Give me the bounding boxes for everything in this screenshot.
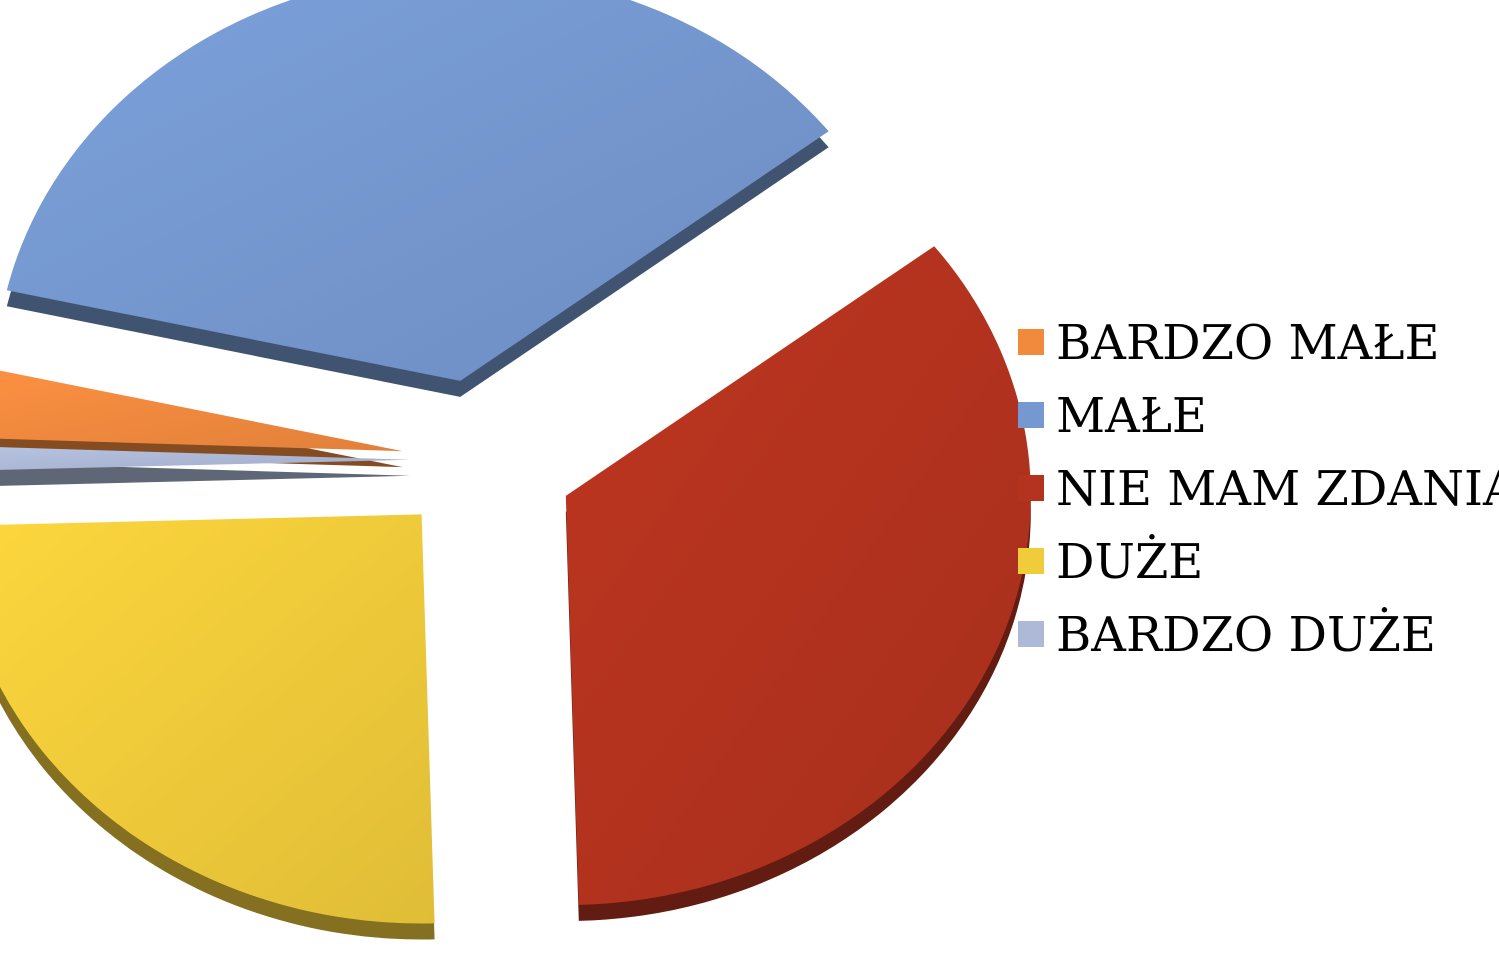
pie-slice-side-0: [0, 386, 403, 468]
legend-item: MAŁE: [1018, 388, 1207, 444]
legend-swatch: [1018, 402, 1044, 428]
legend-item: DUŻE: [1018, 533, 1203, 590]
legend-label: DUŻE: [1056, 533, 1203, 590]
legend-label: MAŁE: [1056, 388, 1207, 444]
legend-item: BARDZO MAŁE: [1018, 315, 1439, 371]
legend-item: BARDZO DUŻE: [1018, 606, 1436, 663]
pie-slice-side-4: [0, 463, 410, 486]
pie-slice-bardzo-małe: [0, 370, 403, 452]
legend-item: NIE MAM ZDANIA: [1018, 461, 1499, 517]
legend-swatch: [1018, 329, 1044, 355]
pie-slice-duże: [0, 514, 435, 924]
legend-swatch: [1018, 475, 1044, 501]
pie-slice-małe: [6, 0, 829, 381]
legend-label: BARDZO DUŻE: [1056, 606, 1436, 663]
legend-swatch: [1018, 621, 1044, 647]
pie-slices: [0, 0, 1031, 940]
legend-swatch: [1018, 548, 1044, 574]
pie-slice-nie-mam-zdania: [565, 246, 1031, 905]
legend-label: NIE MAM ZDANIA: [1056, 461, 1499, 517]
pie-slice-bardzo-duże: [0, 447, 410, 470]
legend-label: BARDZO MAŁE: [1056, 315, 1439, 371]
legend: BARDZO MAŁE MAŁE NIE MAM ZDANIA DUŻE BARDZO …: [1018, 315, 1499, 663]
